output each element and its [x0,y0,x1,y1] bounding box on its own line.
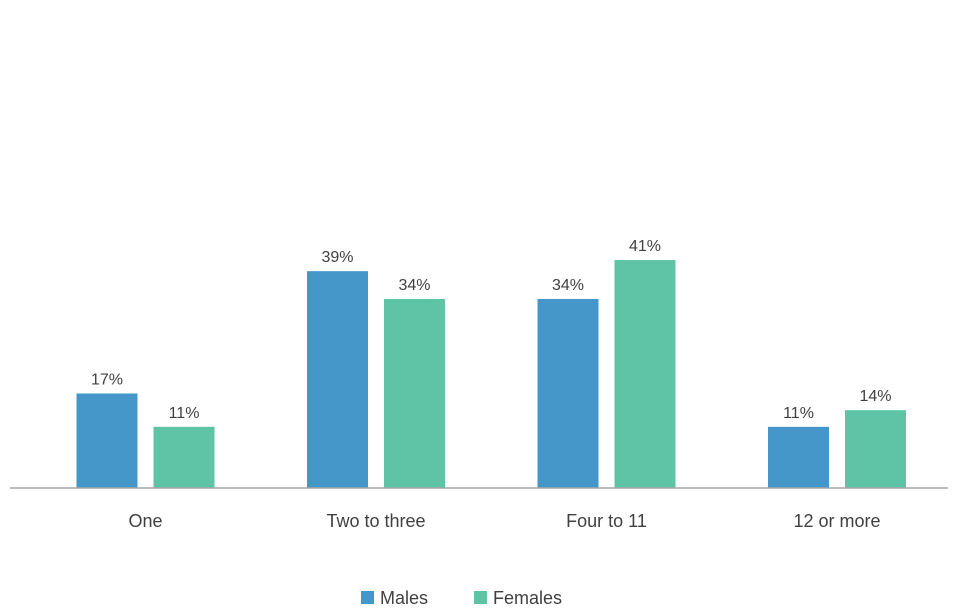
data-label-females-two-to-three: 34% [398,277,430,294]
legend-label-females: Females [493,588,562,608]
legend: Males Females [361,588,562,608]
legend-swatch-males [361,591,374,604]
x-tick-label-one: One [128,511,162,531]
bar-males-two-to-three [307,271,368,488]
x-tick-labels-group: One Two to three Four to 11 12 or more [128,511,880,531]
data-label-males-two-to-three: 39% [321,249,353,266]
bar-females-one [153,426,215,488]
bar-females-two-to-three [384,298,445,488]
bar-males-12-or-more [768,426,829,488]
x-tick-label-four-to-11: Four to 11 [566,511,647,531]
x-tick-label-12-or-more: 12 or more [793,511,880,531]
bars-group [76,260,906,488]
data-label-males-one: 17% [91,371,123,388]
data-label-males-12-or-more: 11% [783,405,814,422]
data-label-females-12-or-more: 14% [859,388,891,405]
bar-females-four-to-11 [614,260,676,488]
data-labels-group: 17% 11% 39% 34% 34% 41% 11% 14% [91,238,892,422]
legend-label-males: Males [380,588,428,608]
data-label-females-four-to-11: 41% [629,238,661,255]
legend-swatch-females [474,591,487,604]
bar-males-one [76,393,138,488]
data-label-males-four-to-11: 34% [552,277,584,294]
bar-males-four-to-11 [537,298,599,488]
bar-females-12-or-more [845,410,906,488]
data-label-females-one: 11% [169,405,200,422]
x-tick-label-two-to-three: Two to three [326,511,425,531]
